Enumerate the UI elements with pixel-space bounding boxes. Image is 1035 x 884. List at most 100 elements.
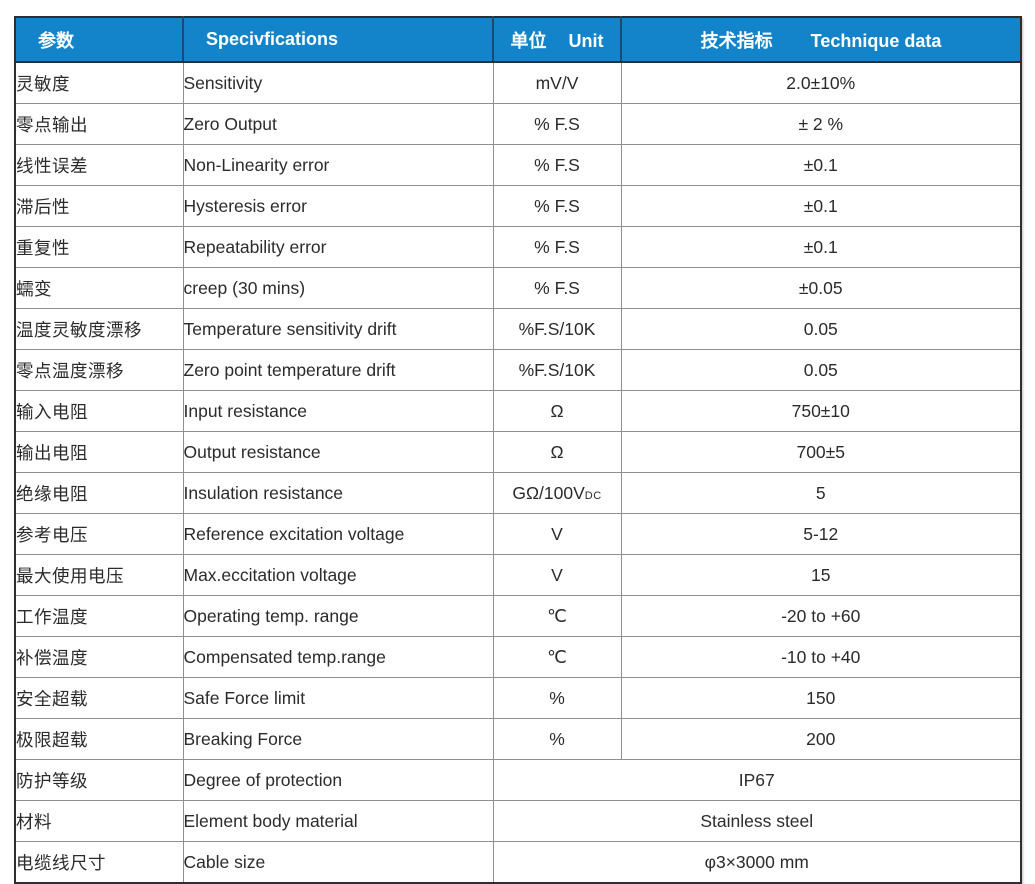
unit-cell: %F.S/10K [492,308,622,350]
param-en-cell: Output resistance [182,431,494,473]
table-row: 输入电阻 Input resistance Ω 750±10 [14,390,1022,432]
unit-cell: ℃ [492,595,622,637]
value-cell: 5 [620,472,1022,514]
param-cn-cell: 安全超载 [14,677,184,719]
table-row: 滞后性 Hysteresis error % F.S ±0.1 [14,185,1022,227]
table-row: 极限超载 Breaking Force% 200 [14,718,1022,760]
table-row: 材料 Element body material Stainless steel [14,800,1022,842]
table-row: 最大使用电压 Max.eccitation voltage V 15 [14,554,1022,596]
value-cell: -10 to +40 [620,636,1022,678]
unit-label: % F.S [534,113,580,134]
table-row: 输出电阻 Output resistance Ω 700±5 [14,431,1022,473]
param-en-cell: Hysteresis error [182,185,494,227]
param-en-cell: Sensitivity [182,61,494,104]
value-cell: 5-12 [620,513,1022,555]
table-row: 温度灵敏度漂移 Temperature sensitivity drift %F.S… [14,308,1022,350]
value-cell: IP67 [492,759,1022,801]
unit-cell: % F.S [492,226,622,268]
unit-label: % F.S [534,154,580,175]
param-cn-cell: 极限超载 [14,718,184,760]
unit-label: GΩ/100V [512,482,585,503]
param-cn-cell: 防护等级 [14,759,184,801]
value-cell: 2.0±10% [620,61,1022,104]
header-unit: 单位 Unit [493,17,622,63]
unit-cell: % [492,677,622,719]
param-cn-cell: 输入电阻 [14,390,184,432]
unit-label: %F.S/10K [518,318,596,339]
table-row: 灵敏度 Sensitivity mV/V 2.0±10% [14,61,1022,104]
table-row: 电缆线尺寸 Cable size φ3×3000 mm [14,841,1022,884]
param-cn-cell: 补偿温度 [14,636,184,678]
header-unit-en-label: Unit [568,30,604,51]
unit-label: Ω [550,400,564,421]
header-specifications-label: Specivfications [206,29,339,49]
param-cn-cell: 灵敏度 [14,61,184,104]
param-cn-cell: 线性误差 [14,144,184,186]
value-cell: -20 to +60 [620,595,1022,637]
unit-cell: % F.S [492,103,622,145]
value-cell: 750±10 [620,390,1022,432]
spec-table: 参数 Specivfications 单位 Unit 技术指标 Technique … [14,16,1022,884]
header-param-cn: 参数 [15,17,184,63]
param-en-cell: Breaking Force [182,718,494,760]
table-row: 蠕变 creep (30 mins) % F.S ±0.05 [14,267,1022,309]
unit-label: mV/V [535,72,579,93]
table-row: 零点温度漂移 Zero point temperature drift %F.S/1… [14,349,1022,391]
param-en-cell: Degree of protection [182,759,494,801]
param-cn-cell: 绝缘电阻 [14,472,184,514]
spec-table-body: 灵敏度 Sensitivity mV/V 2.0±10% 零点输出 Zero Output… [14,61,1022,884]
unit-cell: GΩ/100VDC [492,472,622,514]
unit-cell: % F.S [492,185,622,227]
unit-cell: ℃ [492,636,622,678]
param-en-cell: Zero Output [182,103,494,145]
param-cn-cell: 最大使用电压 [14,554,184,596]
unit-label: Ω [550,441,564,462]
param-cn-cell: 电缆线尺寸 [14,841,184,884]
unit-label: % F.S [534,236,580,257]
header-technique-data: 技术指标 Technique data [621,17,1021,63]
unit-label: ℃ [547,605,567,626]
value-cell: 700±5 [620,431,1022,473]
unit-label: ℃ [547,646,567,667]
value-cell: 15 [620,554,1022,596]
param-cn-cell: 重复性 [14,226,184,268]
table-row: 工作温度 Operating temp. range ℃ -20 to +60 [14,595,1022,637]
table-row: 绝缘电阻 Insulation resistance GΩ/100VDC 5 [14,472,1022,514]
param-cn-cell: 材料 [14,800,184,842]
param-en-cell: Non-Linearity error [182,144,494,186]
unit-subscript: DC [584,489,602,502]
value-cell: ±0.1 [620,144,1022,186]
table-row: 补偿温度 Compensated temp.range ℃ -10 to +40 [14,636,1022,678]
param-en-cell: Input resistance [182,390,494,432]
value-cell: 0.05 [620,308,1022,350]
table-row: 重复性 Repeatability error % F.S ±0.1 [14,226,1022,268]
param-cn-cell: 零点温度漂移 [14,349,184,391]
param-cn-cell: 参考电压 [14,513,184,555]
param-en-cell: Operating temp. range [182,595,494,637]
unit-label: %F.S/10K [518,359,596,380]
unit-cell: Ω [492,390,622,432]
unit-cell: Ω [492,431,622,473]
value-cell: φ3×3000 mm [492,841,1022,884]
value-cell: ±0.05 [620,267,1022,309]
header-tech-cn-label: 技术指标 [700,30,773,51]
unit-label: V [551,564,563,585]
unit-label: % F.S [534,277,580,298]
table-row: 防护等级 Degree of protection IP67 [14,759,1022,801]
header-tech-en-label: Technique data [810,30,942,51]
unit-cell: V [492,513,622,555]
table-row: 参考电压 Reference excitation voltage V 5-12 [14,513,1022,555]
header-row: 参数 Specivfications 单位 Unit 技术指标 Technique … [15,17,1021,63]
value-cell: 200 [620,718,1022,760]
unit-cell: % F.S [492,267,622,309]
param-en-cell: creep (30 mins) [182,267,494,309]
header-param-cn-label: 参数 [38,30,74,51]
param-en-cell: Max.eccitation voltage [182,554,494,596]
spec-table-header: 参数 Specivfications 单位 Unit 技术指标 Technique … [15,17,1021,63]
table-row: 安全超载 Safe Force limit% 150 [14,677,1022,719]
value-cell: ±0.1 [620,185,1022,227]
table-row: 线性误差 Non-Linearity error % F.S ±0.1 [14,144,1022,186]
value-cell: Stainless steel [492,800,1022,842]
param-en-cell: Insulation resistance [182,472,494,514]
unit-label: % [549,687,565,708]
